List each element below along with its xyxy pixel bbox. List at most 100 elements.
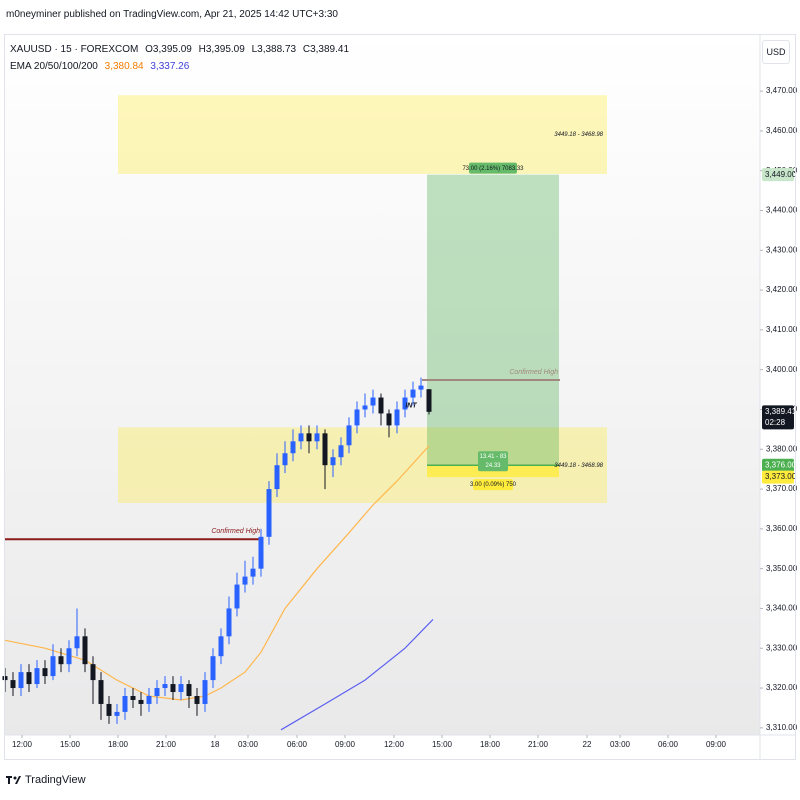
- candle-body: [210, 656, 216, 681]
- x-tick-label: 12:00: [12, 740, 33, 749]
- ohlc-close: C3,389.41: [302, 44, 350, 55]
- candle-body: [234, 584, 240, 609]
- x-tick-label: 03:00: [610, 740, 631, 749]
- center-label: 13.41 - 83: [479, 454, 507, 460]
- candle-body: [330, 457, 336, 466]
- price-badge-label: 3,389.41: [765, 407, 797, 416]
- y-tick-label: 3,380.00: [766, 444, 798, 453]
- candle-body: [338, 445, 344, 458]
- y-tick-label: 3,410.00: [766, 325, 798, 334]
- candle-body: [218, 636, 224, 657]
- y-tick-label: 3,440.00: [766, 206, 798, 215]
- brand: TradingView: [25, 774, 86, 786]
- price-badge: [762, 168, 794, 182]
- candle-body: [370, 397, 376, 406]
- plot-background: [5, 35, 760, 735]
- x-tick-label: 15:00: [432, 740, 453, 749]
- candle-body: [290, 441, 296, 454]
- zone-label: 3449.18 - 3468.98: [554, 463, 603, 469]
- ohlc-high: H3,395.09: [198, 44, 245, 55]
- logo: [6, 776, 21, 784]
- candle-body: [42, 668, 48, 677]
- candle-body: [314, 433, 320, 442]
- x-tick-label: 15:00: [60, 740, 81, 749]
- currency-button[interactable]: USD: [762, 40, 790, 64]
- target-label: 73.00 (2.16%) 7083.33: [462, 166, 524, 172]
- y-tick-label: 3,420.00: [766, 285, 798, 294]
- zone: [118, 95, 607, 174]
- candle-body: [98, 680, 104, 704]
- candle-body: [346, 425, 352, 446]
- candle-body: [298, 433, 304, 442]
- level-label: Confirmed High: [211, 528, 260, 535]
- candle-body: [34, 668, 40, 685]
- candle-body: [202, 680, 208, 704]
- price-badge: [762, 405, 794, 430]
- candle-body: [226, 608, 232, 637]
- stop-label: 3.00 (0.09%) 750: [470, 482, 517, 488]
- price-badge: [762, 458, 794, 472]
- candle-body: [274, 465, 280, 490]
- annotation: INT: [405, 402, 417, 409]
- candle-body: [130, 696, 136, 700]
- candle-body: [66, 648, 72, 665]
- candle-body: [362, 405, 368, 410]
- y-tick-label: 3,460.00: [766, 126, 798, 135]
- candle-body: [114, 711, 120, 716]
- price-badge-label: 3,376.00: [765, 460, 797, 469]
- x-tick-label: 06:00: [658, 740, 679, 749]
- candle-body: [386, 413, 392, 426]
- x-tick-label: 06:00: [287, 740, 308, 749]
- x-tick-label: 21:00: [528, 740, 549, 749]
- x-tick-label: 03:00: [238, 740, 259, 749]
- candle-body: [106, 703, 112, 716]
- center-label-box: [478, 451, 508, 472]
- candle-body: [26, 672, 32, 685]
- stop-label-box: [473, 479, 513, 491]
- publisher-line: m0neyminer published on TradingView.com,…: [6, 9, 338, 20]
- candle-body: [378, 397, 384, 414]
- candle-body: [402, 397, 408, 410]
- level-label: Confirmed High: [509, 369, 558, 376]
- ema-row: EMA 20/50/100/200 3,380.84 3,337.26: [10, 58, 353, 75]
- x-tick-label: 09:00: [335, 740, 356, 749]
- candle-body: [90, 664, 96, 681]
- y-tick-label: 3,360.00: [766, 524, 798, 533]
- ema-line: [280, 618, 434, 731]
- candle-body: [194, 696, 200, 704]
- candle-body: [122, 696, 128, 712]
- y-tick-label: 3,310.00: [766, 723, 798, 732]
- x-tick-label: 22: [583, 740, 592, 749]
- candle-body: [74, 636, 80, 649]
- candle-body: [266, 489, 272, 537]
- candle-body: [50, 656, 56, 677]
- candle-body: [146, 696, 152, 704]
- price-badge-label: 3,449.00: [765, 170, 797, 179]
- ema-label: EMA 20/50/100/200: [10, 61, 98, 72]
- candle-body: [178, 684, 184, 693]
- candle-body: [418, 385, 424, 390]
- candle-body: [58, 656, 64, 665]
- chart-frame: [4, 34, 796, 760]
- x-tick-label: 09:00: [706, 740, 727, 749]
- symbol-row: XAUUSD · 15 · FOREXCOM O3,395.09 H3,395.…: [10, 41, 353, 58]
- candle-body: [322, 433, 328, 466]
- candle-body: [410, 389, 416, 398]
- target-area: [427, 174, 559, 466]
- candle-body: [18, 672, 24, 689]
- candle-body: [162, 684, 168, 689]
- candle-body: [154, 688, 160, 697]
- target-label-box: [469, 162, 517, 174]
- candle-body: [186, 684, 192, 697]
- x-tick-label: 12:00: [384, 740, 405, 749]
- legend: XAUUSD · 15 · FOREXCOM O3,395.09 H3,395.…: [10, 41, 353, 75]
- ohlc-low: L3,388.73: [251, 44, 297, 55]
- candle-body: [354, 409, 360, 426]
- candle-body: [10, 680, 16, 689]
- countdown: 02:28: [765, 418, 786, 427]
- y-tick-label: 3,470.00: [766, 86, 798, 95]
- candle-body: [306, 433, 312, 442]
- candle-body: [250, 568, 256, 577]
